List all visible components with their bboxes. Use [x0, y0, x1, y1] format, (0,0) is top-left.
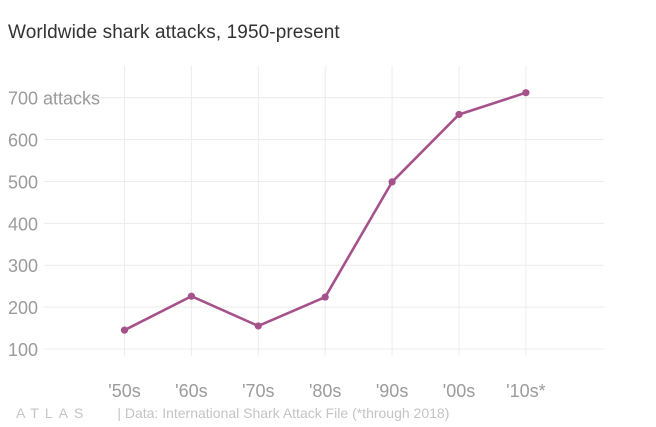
- x-tick-label: '70s: [242, 381, 274, 401]
- data-point: [388, 178, 396, 186]
- x-tick-label: '00s: [443, 381, 475, 401]
- y-tick-label: 200: [8, 298, 38, 318]
- source-note: | Data: International Shark Attack File …: [117, 405, 450, 421]
- y-tick-label: 300: [8, 256, 38, 276]
- y-tick-label: 100: [8, 340, 38, 360]
- data-point: [187, 292, 195, 300]
- y-tick-label: 400: [8, 214, 38, 234]
- footer: ATLAS | Data: International Shark Attack…: [16, 405, 449, 421]
- data-point: [120, 326, 129, 334]
- x-tick-label: '90s: [376, 381, 408, 401]
- atlas-logo: ATLAS: [16, 405, 90, 421]
- y-tick-label: 700 attacks: [8, 89, 100, 109]
- x-tick-label: '80s: [309, 381, 341, 401]
- chart-title: Worldwide shark attacks, 1950-present: [8, 22, 340, 43]
- x-tick-label: '50s: [108, 381, 140, 401]
- x-tick-label: '10s*: [506, 381, 545, 401]
- data-point: [254, 322, 262, 330]
- x-tick-label: '60s: [175, 381, 207, 401]
- data-point: [455, 110, 463, 119]
- data-point: [522, 89, 530, 97]
- data-point: [321, 293, 329, 301]
- y-tick-label: 500: [8, 172, 38, 192]
- y-tick-label: 600: [8, 131, 38, 151]
